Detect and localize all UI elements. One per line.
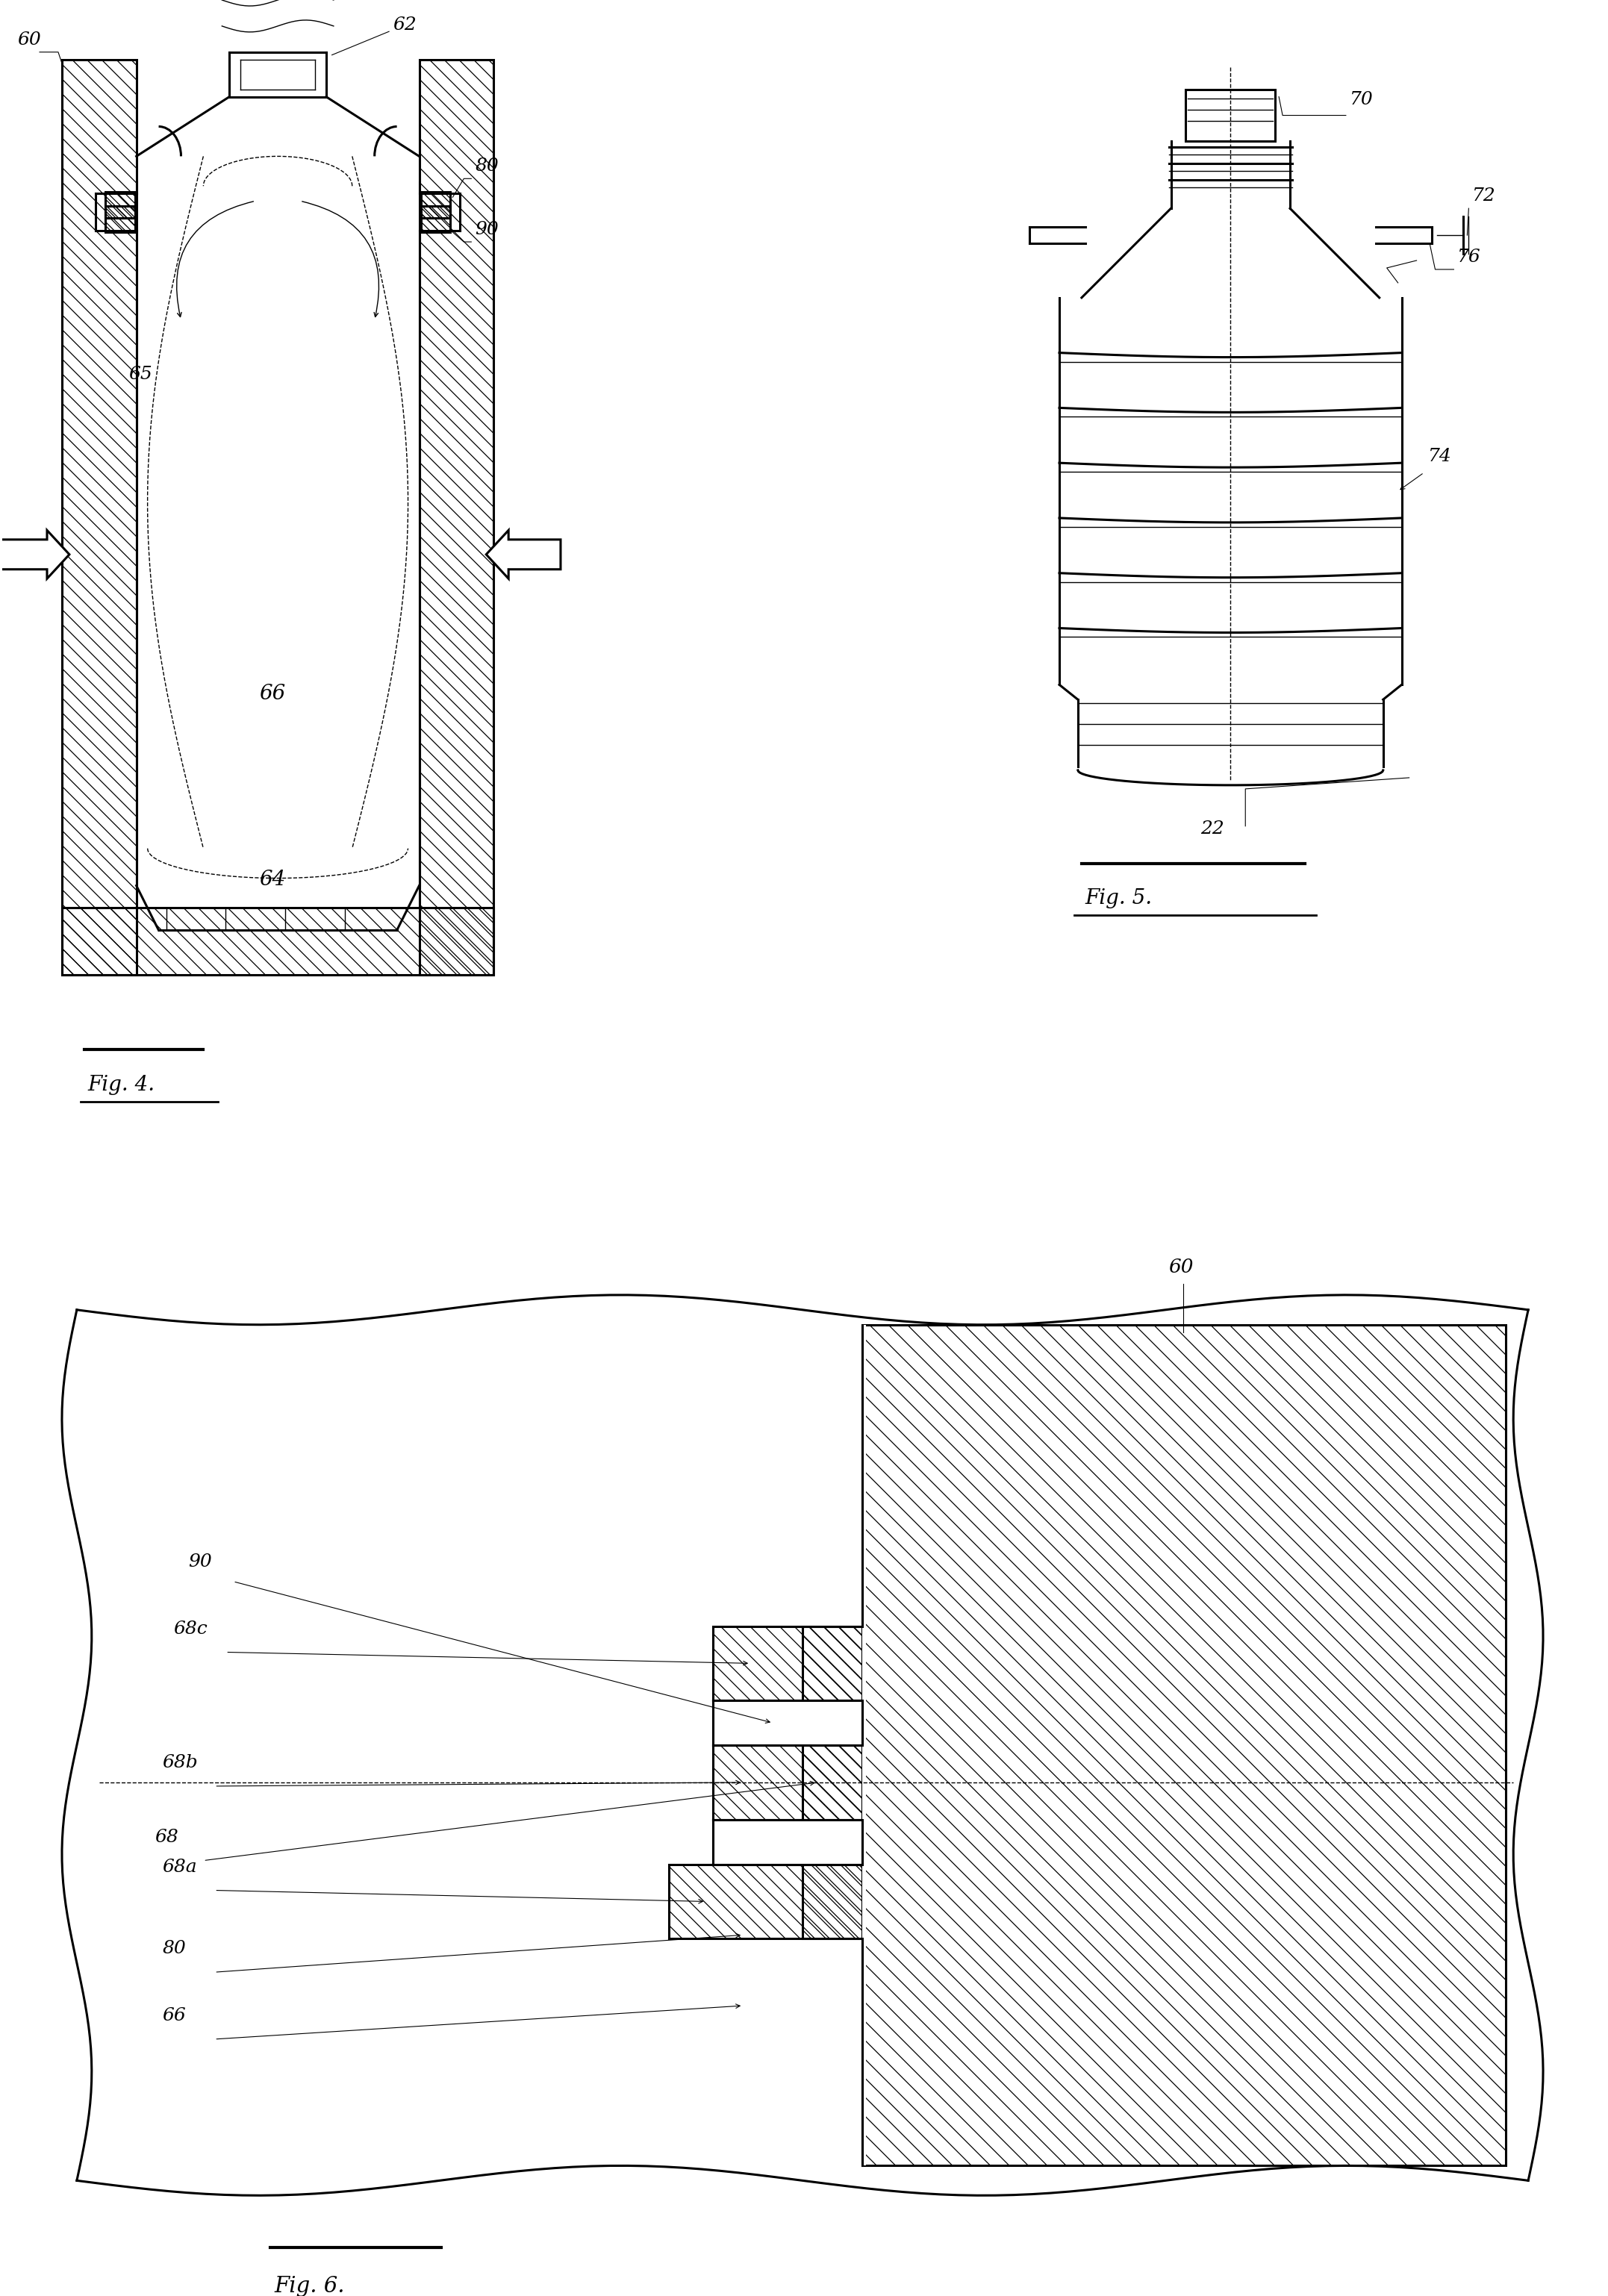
Text: 68c: 68c: [174, 1621, 207, 1637]
Bar: [421, 193, 450, 218]
Text: 90: 90: [188, 1552, 212, 1570]
Text: 68a: 68a: [162, 1857, 198, 1876]
Bar: [105, 207, 135, 232]
Text: 66: 66: [162, 2007, 187, 2025]
Bar: [63, 60, 137, 976]
Bar: [105, 193, 135, 218]
Bar: [862, 1325, 865, 2165]
Text: 72: 72: [1473, 188, 1495, 204]
Text: 65: 65: [129, 365, 153, 383]
Text: 80: 80: [162, 1940, 187, 1956]
Bar: [714, 1745, 862, 1821]
Text: 68b: 68b: [162, 1754, 198, 1770]
Bar: [862, 1325, 1505, 2165]
Text: 22: 22: [1201, 820, 1224, 838]
Text: 70: 70: [1349, 92, 1373, 108]
Bar: [714, 1701, 862, 1745]
FancyArrow shape: [486, 530, 561, 579]
Bar: [714, 1821, 862, 1864]
Text: 74: 74: [1428, 448, 1452, 466]
Text: Fig. 5.: Fig. 5.: [1085, 889, 1153, 909]
Text: 60: 60: [1169, 1258, 1193, 1277]
Text: 90: 90: [474, 220, 498, 239]
Text: 76: 76: [1457, 248, 1481, 266]
Bar: [714, 1626, 862, 1701]
Text: 60: 60: [18, 32, 40, 48]
Text: 68: 68: [154, 1828, 178, 1846]
Bar: [63, 907, 494, 976]
Text: 66: 66: [259, 684, 286, 705]
Bar: [420, 60, 494, 976]
Text: 80: 80: [474, 158, 498, 174]
Text: Fig. 4.: Fig. 4.: [88, 1075, 156, 1095]
FancyArrow shape: [0, 530, 69, 579]
Bar: [1185, 90, 1275, 142]
Text: 62: 62: [331, 16, 416, 55]
Text: Fig. 6.: Fig. 6.: [273, 2275, 344, 2296]
Bar: [421, 207, 450, 232]
Text: 64: 64: [259, 870, 286, 891]
Bar: [669, 1864, 862, 1938]
